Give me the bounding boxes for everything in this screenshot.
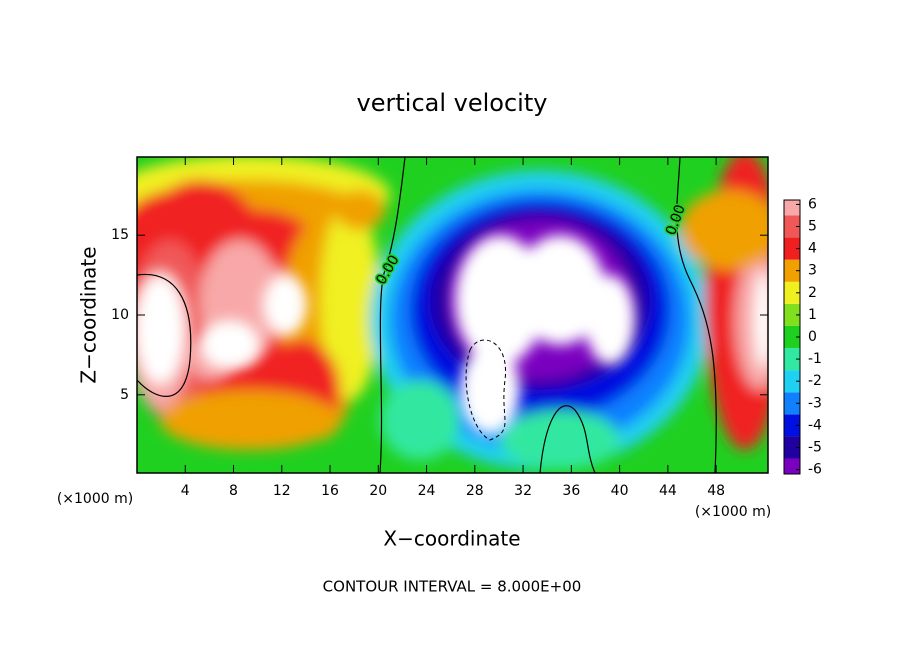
colorbar-band	[784, 215, 800, 238]
x-tick-label: 36	[562, 483, 580, 499]
x-tick-label: 44	[659, 483, 677, 499]
colorbar-band	[784, 200, 800, 216]
chart-title: vertical velocity	[357, 89, 548, 117]
contour-field: 0.000.00	[137, 157, 768, 473]
colorbar-band	[784, 414, 800, 437]
x-tick-label: 16	[321, 483, 339, 499]
colorbar-tick-label: 2	[808, 285, 817, 301]
colorbar-tick-label: 0	[808, 329, 817, 345]
colorbar-band	[784, 325, 800, 349]
x-tick-label: 40	[611, 483, 629, 499]
colorbar-tick-label: -1	[808, 351, 822, 367]
contour-line	[137, 273, 192, 397]
colorbar-band	[784, 348, 800, 371]
x-tick-label: 4	[181, 483, 190, 499]
x-tick-label: 20	[369, 483, 387, 499]
colorbar-tick-label: 6	[808, 196, 817, 212]
field-extreme	[460, 345, 520, 435]
field-extreme	[137, 275, 185, 385]
field-region	[380, 380, 460, 460]
contour-line	[539, 405, 596, 473]
field-region	[335, 190, 385, 230]
field-region	[500, 410, 620, 470]
x-unit-label: (×1000 m)	[695, 504, 771, 520]
colorbar-band	[784, 436, 800, 459]
x-unit-label: (×1000 m)	[57, 491, 133, 507]
field-extreme	[585, 275, 635, 365]
colorbar-tick-label: -2	[808, 373, 822, 389]
y-tick-label: 5	[120, 387, 129, 403]
y-tick-label: 10	[111, 307, 129, 323]
colorbar-band	[784, 458, 800, 474]
field-extreme	[753, 270, 768, 370]
colorbar-tick-label: -3	[808, 395, 822, 411]
colorbar-band	[784, 392, 800, 415]
colorbar-band	[784, 259, 800, 282]
contour-line-negative	[465, 339, 507, 441]
colorbar-tick-label: -6	[808, 462, 822, 478]
x-tick-label: 24	[418, 483, 436, 499]
x-tick-label: 48	[707, 483, 725, 499]
field-region	[680, 190, 768, 270]
field-extreme	[200, 320, 260, 370]
contour-line	[676, 157, 717, 473]
y-tick-label: 15	[111, 227, 129, 243]
field-region	[320, 200, 380, 400]
colorbar-band	[784, 303, 800, 326]
x-tick-label: 32	[514, 483, 532, 499]
x-axis-label: X−coordinate	[383, 527, 520, 551]
colorbar-tick-label: 3	[808, 263, 817, 279]
colorbar-tick-label: -4	[808, 417, 822, 433]
x-tick-label: 28	[466, 483, 484, 499]
field-region	[160, 390, 340, 450]
contour-note: CONTOUR INTERVAL = 8.000E+00	[323, 578, 582, 596]
colorbar-band	[784, 370, 800, 393]
field-extreme	[515, 235, 605, 345]
colorbar-band	[784, 281, 800, 304]
y-axis-label: Z−coordinate	[77, 246, 101, 383]
colorbar-tick-label: 5	[808, 219, 817, 235]
colorbar-band	[784, 237, 800, 260]
colorbar-tick-label: 4	[808, 241, 817, 257]
contour-line	[379, 157, 406, 473]
x-tick-label: 8	[229, 483, 238, 499]
colorbar-tick-label: -5	[808, 439, 822, 455]
field-extreme	[263, 275, 307, 335]
x-tick-label: 12	[273, 483, 291, 499]
colorbar-tick-label: 1	[808, 307, 817, 323]
